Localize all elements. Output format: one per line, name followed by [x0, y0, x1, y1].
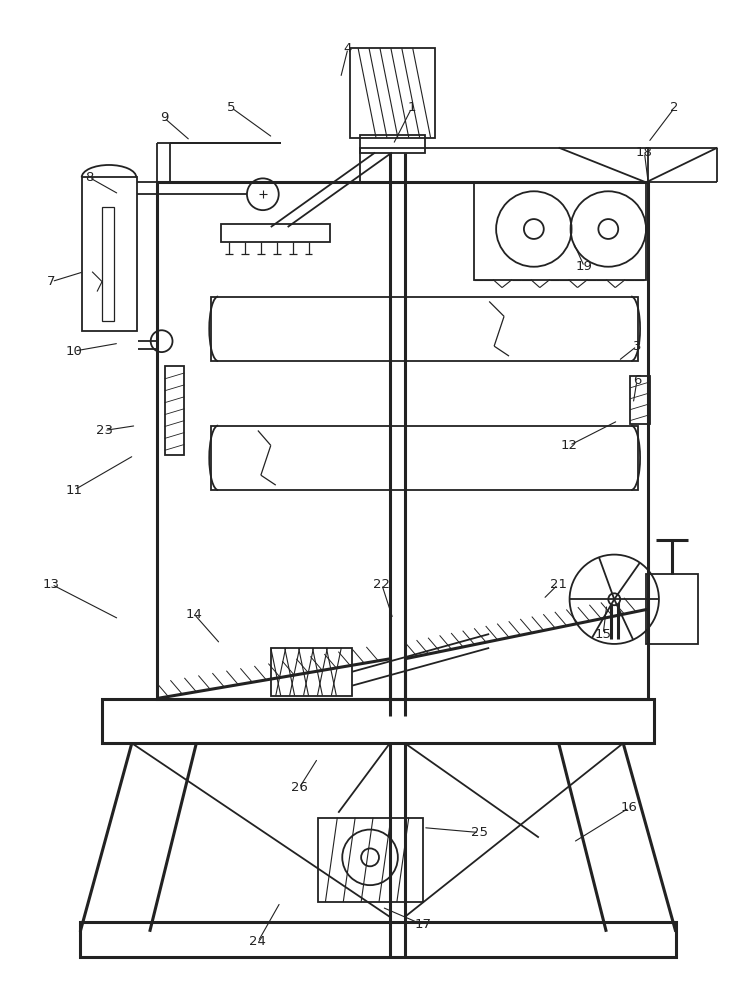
Bar [318, 818, 423, 902]
Bar [360, 148, 648, 182]
Text: 15: 15 [595, 628, 612, 641]
Bar [474, 182, 646, 280]
Bar [211, 297, 638, 361]
Text: 7: 7 [48, 275, 56, 288]
Text: 21: 21 [550, 578, 566, 591]
Bar [222, 224, 330, 242]
Text: 2: 2 [670, 101, 679, 114]
Text: 23: 23 [95, 424, 113, 437]
Text: 4: 4 [344, 42, 352, 55]
Text: 9: 9 [160, 111, 169, 124]
Text: 17: 17 [414, 918, 432, 931]
Bar [360, 135, 425, 153]
Text: 24: 24 [249, 935, 266, 948]
Bar [646, 574, 698, 644]
Bar [350, 48, 435, 138]
Circle shape [609, 593, 620, 605]
Text: 12: 12 [561, 439, 578, 452]
Text: 26: 26 [291, 781, 308, 794]
Text: 8: 8 [85, 171, 93, 184]
Text: 19: 19 [576, 260, 593, 273]
Bar [211, 426, 638, 490]
Text: 3: 3 [633, 340, 641, 353]
Bar [156, 182, 648, 699]
Text: 22: 22 [373, 578, 390, 591]
Bar [165, 366, 184, 455]
Text: 14: 14 [186, 608, 203, 621]
Text: 6: 6 [633, 374, 641, 387]
Text: 25: 25 [471, 826, 488, 839]
Text: 18: 18 [636, 146, 653, 159]
Text: 13: 13 [43, 578, 60, 591]
Bar [102, 207, 114, 321]
Bar [80, 922, 676, 957]
Bar [631, 376, 650, 424]
Text: 16: 16 [621, 801, 638, 814]
Text: 10: 10 [66, 345, 82, 358]
Bar [102, 699, 654, 743]
Text: 11: 11 [66, 484, 82, 497]
Text: 1: 1 [407, 101, 416, 114]
Bar [271, 648, 352, 696]
Text: 5: 5 [228, 101, 236, 114]
Bar [82, 177, 137, 331]
